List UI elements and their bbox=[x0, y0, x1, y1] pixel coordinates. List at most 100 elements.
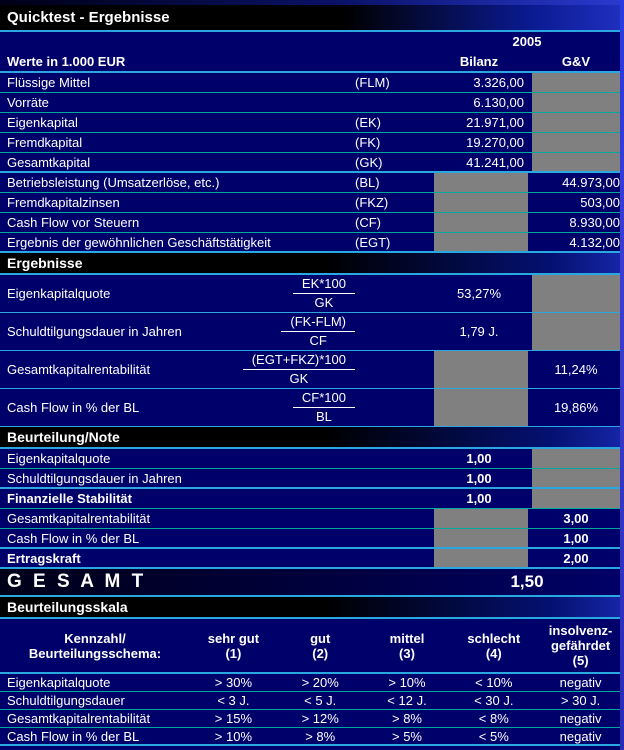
scale-header-line: Beurteilungsschema: bbox=[28, 645, 162, 661]
row-label: Betriebsleistung (Umsatzerlöse, etc.) bbox=[7, 175, 220, 190]
row-code: (BL) bbox=[355, 175, 380, 190]
table-row: Eigenkapital (EK) 21.971,00 bbox=[0, 113, 624, 133]
fraction-denominator: GK bbox=[314, 295, 334, 310]
row-label: Flüssige Mittel bbox=[7, 75, 91, 90]
row-code bbox=[355, 93, 430, 112]
formula-cell: (FK-FLM) CF bbox=[235, 313, 355, 350]
scale-cell: > 20% bbox=[301, 675, 339, 690]
fraction: CF*100 BL bbox=[292, 390, 355, 425]
gv-empty-cell bbox=[528, 489, 624, 508]
gesamt-row: G E S A M T 1,50 bbox=[0, 569, 624, 597]
gv-value-cell[interactable]: 503,00 bbox=[580, 195, 620, 210]
row-label: Eigenkapitalquote bbox=[7, 451, 111, 466]
table-row: Gesamtkapital (GK) 41.241,00 bbox=[0, 153, 624, 173]
scale-header-cell: mittel (3) bbox=[364, 619, 451, 672]
spacer bbox=[355, 389, 430, 426]
window-edge-strip bbox=[620, 0, 624, 750]
row-label: Eigenkapital bbox=[7, 115, 78, 130]
formula-cell: (EGT+FKZ)*100 GK bbox=[235, 351, 355, 388]
scale-cell: < 10% bbox=[475, 675, 513, 690]
row-code: (GK) bbox=[355, 154, 383, 170]
scale-cell: < 8% bbox=[478, 711, 509, 726]
table-row: Flüssige Mittel (FLM) 3.326,00 bbox=[0, 73, 624, 93]
note-bilanz-cell: 1,00 bbox=[466, 451, 492, 466]
fraction-numerator: (EGT+FKZ)*100 bbox=[242, 352, 355, 370]
result-bilanz-cell: 1,79 J. bbox=[459, 324, 499, 339]
column-header-bilanz: Bilanz bbox=[459, 54, 499, 69]
year-header-row: 2005 bbox=[0, 32, 624, 52]
fraction-denominator: GK bbox=[289, 371, 309, 386]
bilanz-value-cell[interactable]: 21.971,00 bbox=[466, 115, 524, 130]
spacer bbox=[355, 275, 430, 312]
row-label: Fremdkapital bbox=[7, 135, 83, 150]
bilanz-empty-cell bbox=[430, 549, 528, 567]
gv-empty-cell bbox=[528, 153, 624, 171]
scale-header-line: gefährdet bbox=[550, 638, 611, 653]
scale-cell: < 30 J. bbox=[474, 693, 514, 708]
table-row: Cash Flow vor Steuern (CF) 8.930,00 bbox=[0, 213, 624, 233]
scale-header-line: Kennzahl/ bbox=[64, 630, 126, 646]
scale-header-line: (4) bbox=[485, 645, 502, 661]
unit-label: Werte in 1.000 EUR bbox=[7, 54, 126, 69]
gv-value-cell[interactable]: 44.973,00 bbox=[562, 175, 620, 190]
table-row: Cash Flow in % der BL 1,00 bbox=[0, 529, 624, 549]
scale-cell: > 8% bbox=[305, 728, 336, 744]
row-label: Cash Flow vor Steuern bbox=[7, 215, 140, 230]
scale-header-cell: sehr gut (1) bbox=[190, 619, 277, 672]
table-row: Cash Flow in % der BL CF*100 BL 19,86% bbox=[0, 389, 624, 427]
table-row: Ertragskraft 2,00 bbox=[0, 549, 624, 569]
row-code: (FKZ) bbox=[355, 195, 389, 210]
scale-cell: > 30 J. bbox=[560, 693, 601, 708]
note-gv-cell: 2,00 bbox=[563, 550, 589, 566]
gv-empty-cell bbox=[528, 93, 624, 112]
bilanz-value-cell[interactable]: 19.270,00 bbox=[466, 135, 524, 150]
row-label: Vorräte bbox=[7, 95, 49, 110]
result-gv-cell: 19,86% bbox=[553, 400, 599, 415]
table-row: Cash Flow in % der BL > 10% > 8% > 5% < 5% ne… bbox=[0, 728, 624, 746]
scale-row-label: Gesamtkapitalrentabilität bbox=[7, 711, 151, 726]
row-code: (FK) bbox=[355, 135, 381, 150]
fraction: EK*100 GK bbox=[292, 276, 355, 311]
scale-table-header: Kennzahl/Beurteilungsschema: sehr gut (1) g… bbox=[0, 619, 624, 674]
note-gv-cell: 3,00 bbox=[563, 511, 589, 526]
scale-cell: > 5% bbox=[391, 728, 422, 744]
row-label: Gesamtkapital bbox=[7, 154, 91, 170]
fraction: (EGT+FKZ)*100 GK bbox=[242, 352, 355, 387]
table-row: Fremdkapitalzinsen (FKZ) 503,00 bbox=[0, 193, 624, 213]
bilanz-empty-cell bbox=[430, 173, 528, 192]
table-row: Eigenkapitalquote 1,00 bbox=[0, 449, 624, 469]
year-label: 2005 bbox=[512, 34, 542, 49]
table-row: Eigenkapitalquote EK*100 GK 53,27% bbox=[0, 275, 624, 313]
gv-empty-cell bbox=[528, 469, 624, 487]
table-row: Gesamtkapitalrentabilität > 15% > 12% > 8% <… bbox=[0, 710, 624, 728]
fraction-denominator: BL bbox=[316, 409, 332, 424]
gv-value-cell[interactable]: 8.930,00 bbox=[569, 215, 620, 230]
bilanz-value-cell[interactable]: 41.241,00 bbox=[466, 154, 524, 170]
column-header-gv: G&V bbox=[561, 54, 591, 69]
gv-value-cell[interactable]: 4.132,00 bbox=[569, 234, 620, 250]
scale-row-label: Eigenkapitalquote bbox=[7, 675, 111, 690]
scale-header-line: schlecht bbox=[467, 630, 521, 646]
scale-row-label: Cash Flow in % der BL bbox=[7, 728, 140, 744]
bilanz-value-cell[interactable]: 6.130,00 bbox=[473, 95, 524, 110]
gv-empty-cell bbox=[528, 449, 624, 468]
bilanz-empty-cell bbox=[430, 233, 528, 251]
table-row: Schuldtilgungsdauer < 3 J. < 5 J. < 12 J. < … bbox=[0, 692, 624, 710]
fraction-numerator: EK*100 bbox=[292, 276, 355, 294]
row-label: Gesamtkapitalrentabilität bbox=[7, 362, 151, 377]
fraction: (FK-FLM) CF bbox=[281, 314, 355, 349]
scale-cell: > 10% bbox=[214, 728, 253, 744]
column-header-row: Werte in 1.000 EUR Bilanz G&V bbox=[0, 52, 624, 73]
table-row: Finanzielle Stabilität 1,00 bbox=[0, 489, 624, 509]
bilanz-empty-cell bbox=[430, 351, 528, 388]
bilanz-value-cell[interactable]: 3.326,00 bbox=[473, 75, 524, 90]
row-label: Eigenkapitalquote bbox=[7, 286, 111, 301]
scale-header-cell: Kennzahl/Beurteilungsschema: bbox=[0, 619, 190, 672]
note-bilanz-cell: 1,00 bbox=[466, 470, 492, 486]
result-bilanz-cell: 53,27% bbox=[456, 286, 502, 301]
row-label: Cash Flow in % der BL bbox=[7, 400, 140, 415]
spacer bbox=[0, 32, 430, 52]
scale-header-line: insolvenz- bbox=[548, 623, 613, 638]
scale-cell: negativ bbox=[559, 675, 602, 690]
